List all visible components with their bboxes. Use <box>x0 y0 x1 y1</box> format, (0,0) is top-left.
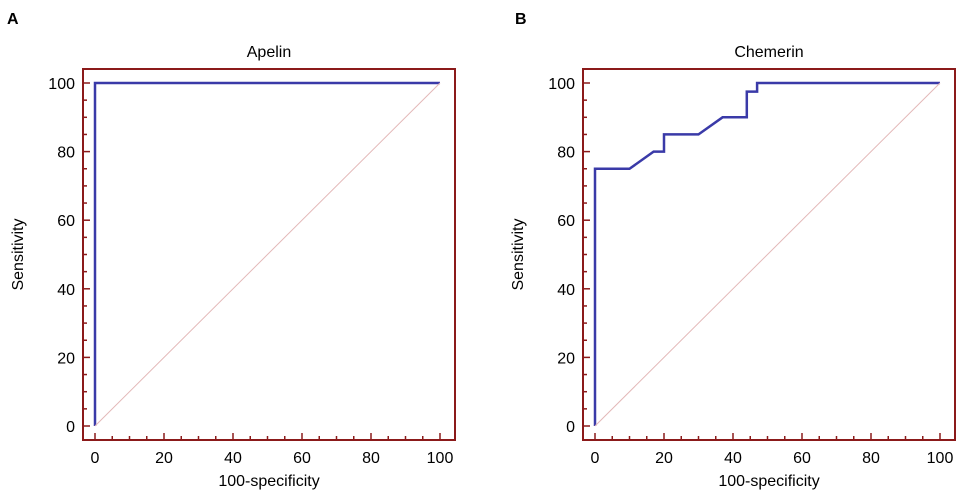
x-tick-label: 40 <box>724 450 742 467</box>
x-tick-label: 60 <box>793 450 811 467</box>
roc-curve-line <box>93 81 440 426</box>
panel-letter: B <box>515 11 527 28</box>
plot-frame <box>82 68 456 441</box>
y-tick-label: 100 <box>548 76 575 93</box>
roc-curve-line <box>593 81 940 426</box>
y-tick-label: 20 <box>557 350 575 367</box>
chart-title: Apelin <box>247 44 291 61</box>
x-axis-label: 100-specificity <box>718 473 819 490</box>
x-tick-label: 100 <box>927 450 954 467</box>
y-tick-label: 20 <box>57 350 75 367</box>
y-axis-label: Sensitivity <box>10 218 27 290</box>
x-tick-label: 80 <box>362 450 380 467</box>
y-axis-label: Sensitivity <box>510 218 527 290</box>
plot-area: 0 20 40 60 80 100 0 20 40 60 80 100 <box>48 68 456 467</box>
plot-frame <box>582 68 956 441</box>
x-tick-label: 0 <box>91 450 100 467</box>
panel-b: B Chemerin Sensitivity 100-specificity 0… <box>510 11 956 490</box>
y-tick-label: 60 <box>557 213 575 230</box>
x-tick-label: 80 <box>862 450 880 467</box>
y-tick-label: 40 <box>557 282 575 299</box>
y-tick-label: 60 <box>57 213 75 230</box>
panel-letter: A <box>7 11 19 28</box>
y-tick-label: 80 <box>57 145 75 162</box>
x-tick-label: 20 <box>655 450 673 467</box>
reference-diagonal-line <box>594 82 941 427</box>
y-tick-label: 0 <box>66 419 75 436</box>
reference-diagonal-line <box>94 82 441 427</box>
x-tick-label: 60 <box>293 450 311 467</box>
x-tick-label: 40 <box>224 450 242 467</box>
chart-title: Chemerin <box>734 44 803 61</box>
y-tick-label: 80 <box>557 145 575 162</box>
x-tick-label: 100 <box>427 450 454 467</box>
x-tick-label: 0 <box>591 450 600 467</box>
x-axis-label: 100-specificity <box>218 473 319 490</box>
x-tick-label: 20 <box>155 450 173 467</box>
y-tick-label: 40 <box>57 282 75 299</box>
y-tick-label: 0 <box>566 419 575 436</box>
y-tick-label: 100 <box>48 76 75 93</box>
panel-a: A Apelin Sensitivity 100-specificity 0 20… <box>7 11 456 490</box>
plot-area: 0 20 40 60 80 100 0 20 40 60 80 100 <box>548 68 956 467</box>
